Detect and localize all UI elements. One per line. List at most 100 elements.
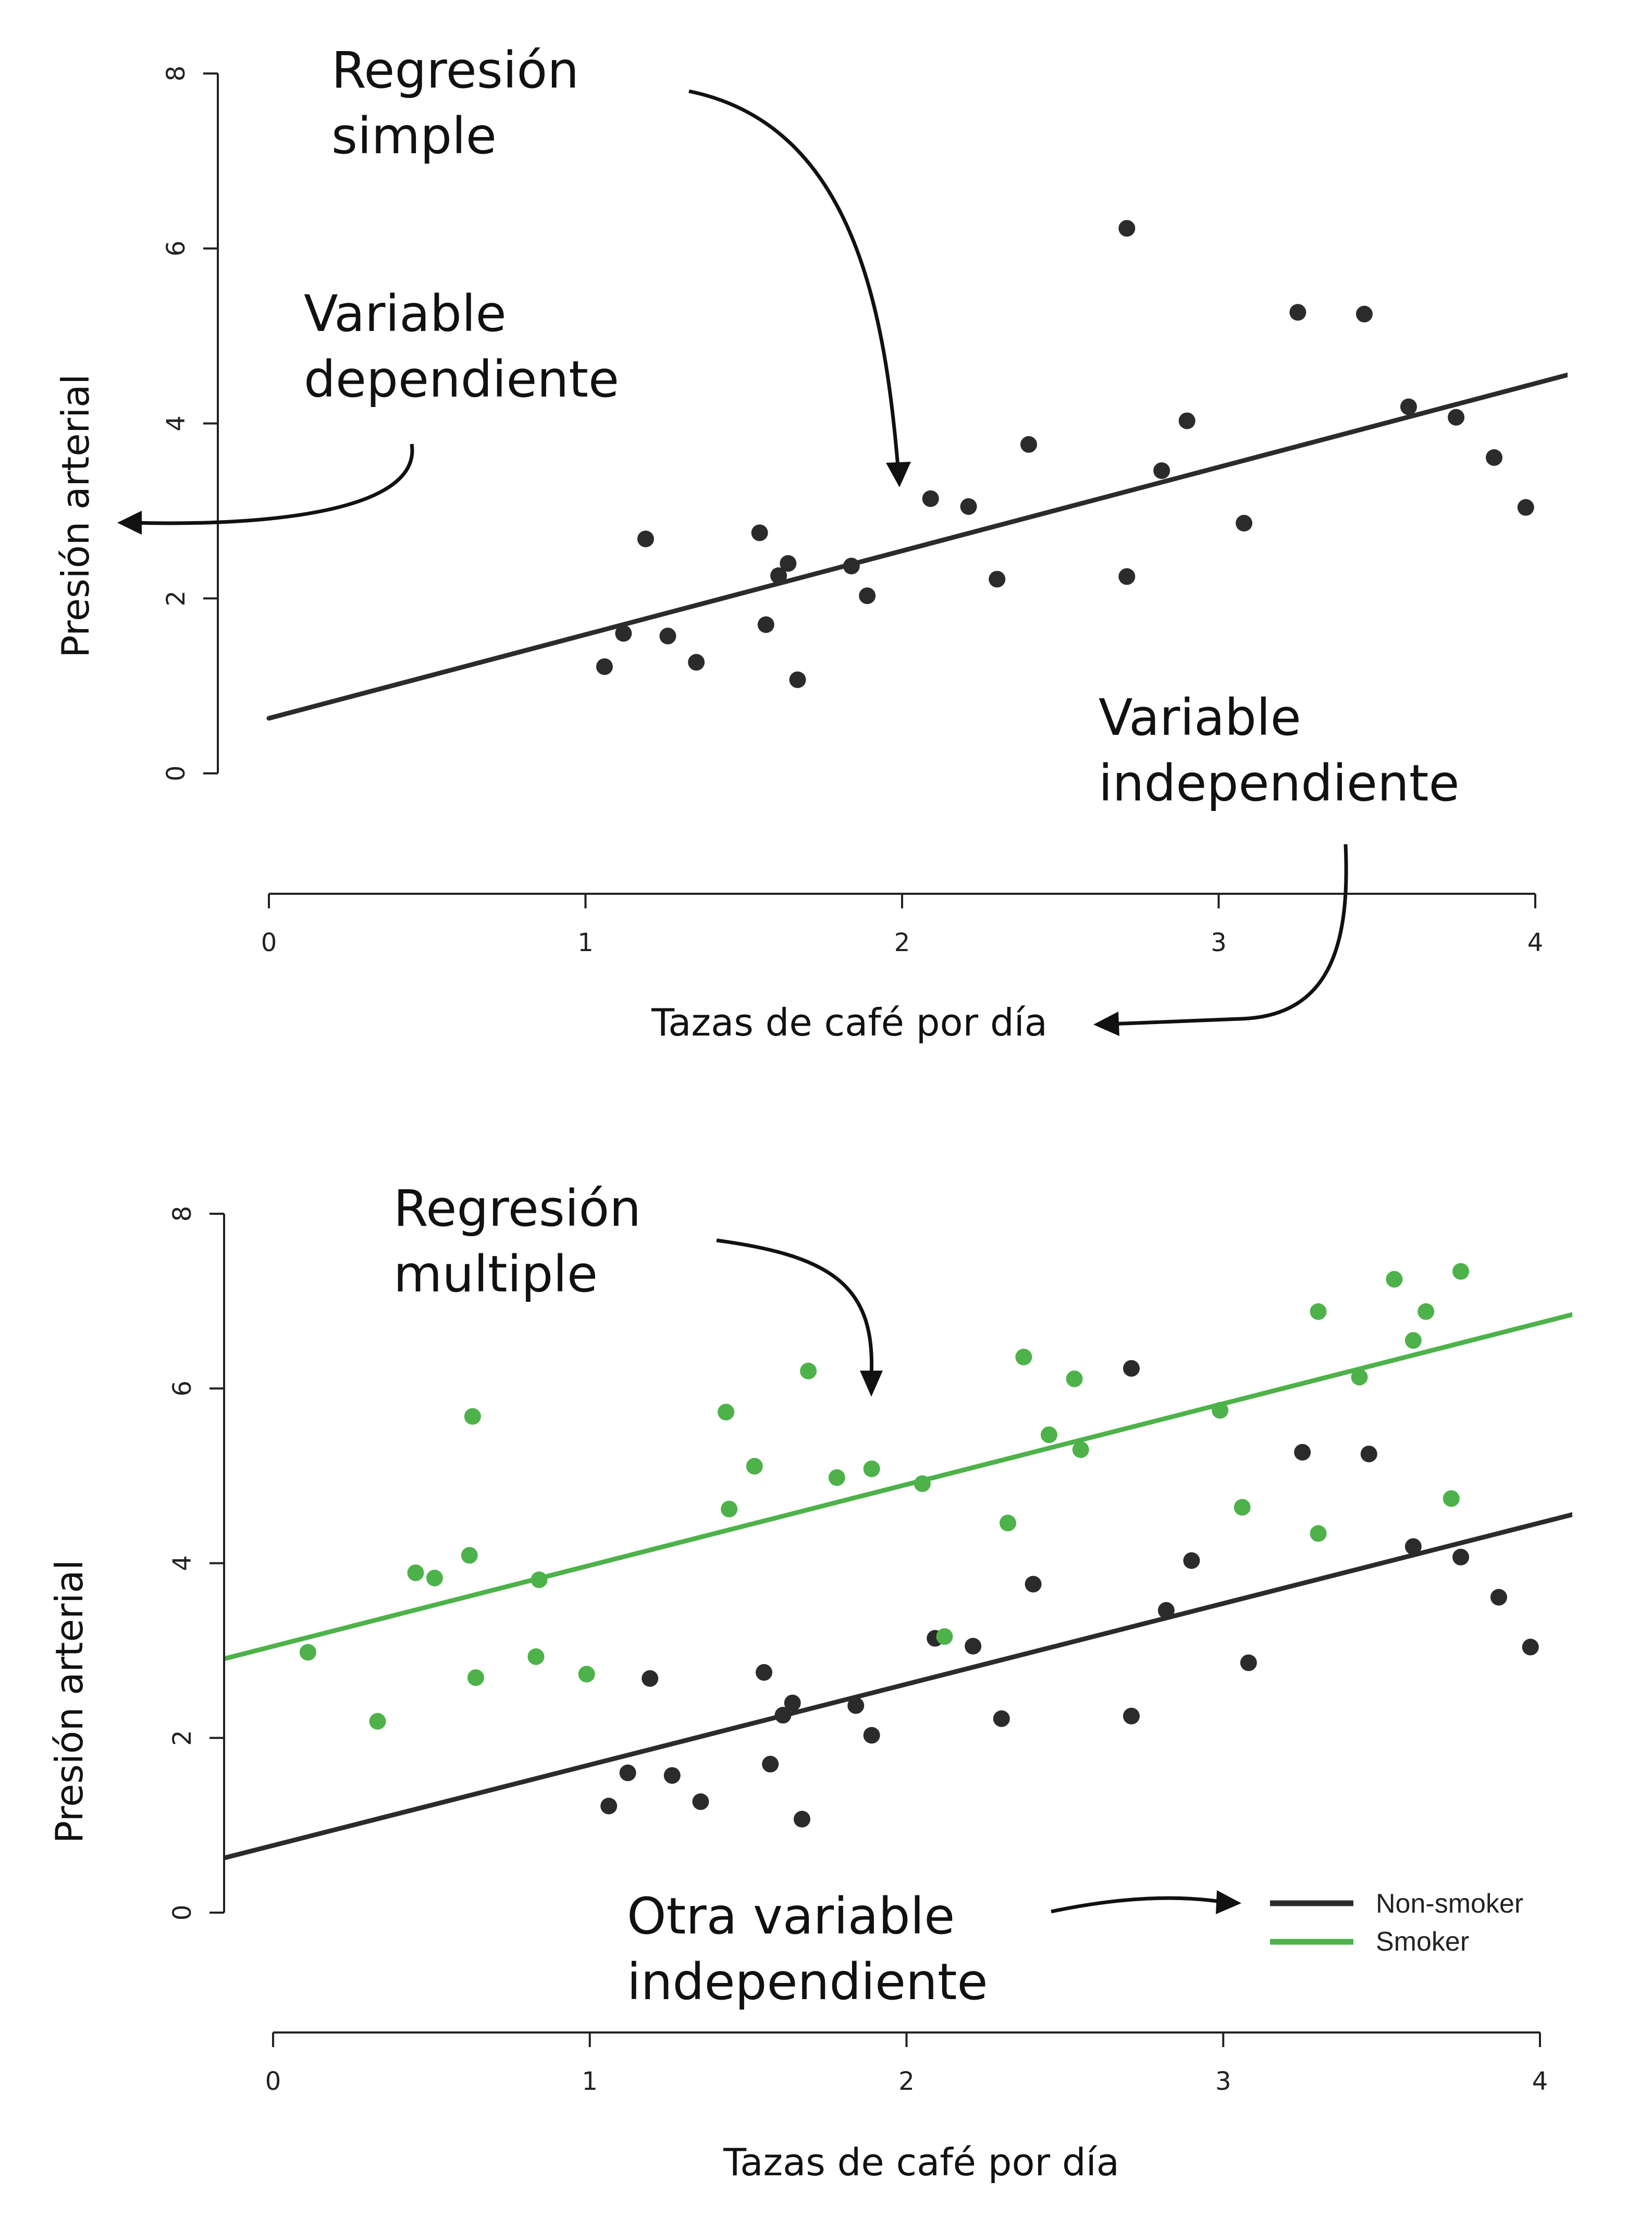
annotation-dependent-variable-line2: dependiente xyxy=(304,350,619,409)
simple-regression-point-series-0 xyxy=(1517,499,1534,516)
multiple-regression-point-non-smoker xyxy=(993,1710,1010,1727)
simple-regression-point-series-0 xyxy=(789,671,806,688)
multiple-regression-point-smoker xyxy=(718,1403,735,1421)
arrow-to-fit-line xyxy=(688,89,901,480)
annotation-multiple-regression: Regresión multiple xyxy=(393,1179,657,1303)
simple-regression-point-series-0 xyxy=(1178,412,1195,429)
multiple-regression-point-smoker xyxy=(1310,1525,1327,1542)
multiple-regression-x-tick-label: 2 xyxy=(898,2067,915,2096)
annotation-other-independent-variable-line2: independiente xyxy=(627,1953,988,2011)
multiple-regression-point-non-smoker xyxy=(793,1810,810,1828)
multiple-regression-point-non-smoker xyxy=(1123,1707,1140,1724)
simple-regression-point-series-0 xyxy=(780,555,797,572)
simple-regression-y-tick-label: 0 xyxy=(162,766,191,782)
multiple-regression-point-smoker xyxy=(800,1362,817,1379)
simple-regression-axes: 0 2 4 6 8 0 1 2 3 4 xyxy=(162,66,1543,957)
multiple-regression-point-non-smoker xyxy=(774,1707,792,1724)
multiple-regression-point-non-smoker xyxy=(1490,1588,1507,1606)
simple-regression-y-tick-label: 6 xyxy=(162,240,191,256)
simple-regression-y-tick-label: 4 xyxy=(162,415,191,432)
simple-regression-x-axis-title: Tazas de café por día xyxy=(651,1001,1047,1044)
simple-regression-point-series-0 xyxy=(1355,305,1373,323)
multiple-regression-point-non-smoker xyxy=(1025,1575,1042,1593)
annotation-multiple-regression-line1: Regresión xyxy=(393,1179,641,1238)
annotation-other-independent-variable-line1: Otra variable xyxy=(627,1887,955,1945)
multiple-regression-x-axis-title: Tazas de café por día xyxy=(723,2140,1119,2184)
multiple-regression-point-smoker xyxy=(914,1475,931,1492)
multiple-regression-point-smoker xyxy=(527,1648,545,1665)
multiple-regression-point-smoker xyxy=(1072,1441,1089,1458)
multiple-regression-x-tick-label: 1 xyxy=(582,2067,598,2096)
legend-label-smoker: Smoker xyxy=(1376,1927,1469,1957)
multiple-regression-points xyxy=(299,1263,1539,1828)
simple-regression-points xyxy=(596,220,1534,688)
multiple-regression-point-non-smoker xyxy=(1522,1638,1539,1656)
simple-regression-fit-line-layer xyxy=(266,372,1568,721)
multiple-regression-point-smoker xyxy=(531,1571,548,1588)
multiple-regression-point-smoker xyxy=(1212,1402,1229,1419)
simple-regression-point-series-0 xyxy=(615,625,632,642)
arrow-to-x-axis xyxy=(1109,844,1348,1026)
multiple-regression-point-non-smoker xyxy=(1157,1602,1175,1619)
multiple-regression-point-non-smoker xyxy=(1183,1552,1200,1569)
multiple-regression-axes: 0 2 4 6 8 0 1 2 3 4 xyxy=(168,1206,1548,2096)
annotation-independent-variable-line2: independiente xyxy=(1099,754,1460,812)
simple-regression-chart: 0 2 4 6 8 0 1 2 3 4 Tazas de café por día Presión… xyxy=(54,41,1568,1044)
simple-regression-y-axis-title: Presión arterial xyxy=(54,374,97,658)
multiple-regression-point-non-smoker xyxy=(1294,1444,1311,1461)
multiple-regression-point-non-smoker xyxy=(1123,1360,1140,1377)
arrow-to-legend-head xyxy=(1216,1890,1241,1914)
annotation-independent-variable: Variable independiente xyxy=(1099,688,1460,812)
annotation-simple-regression: Regresión simple xyxy=(331,41,595,165)
multiple-regression-fit-lines xyxy=(225,1312,1572,1860)
simple-regression-point-series-0 xyxy=(596,658,613,675)
simple-regression-y-tick-label: 8 xyxy=(162,66,191,82)
multiple-regression-point-non-smoker xyxy=(847,1697,865,1714)
multiple-regression-point-smoker xyxy=(1452,1263,1470,1280)
multiple-regression-point-smoker xyxy=(407,1564,424,1581)
multiple-regression-fit-line-non-smoker xyxy=(225,1512,1572,1860)
arrow-to-x-axis-head xyxy=(1093,1012,1119,1036)
simple-regression-point-series-0 xyxy=(1486,449,1503,466)
multiple-regression-point-non-smoker xyxy=(692,1793,709,1810)
multiple-regression-y-tick-label: 4 xyxy=(168,1555,197,1571)
simple-regression-x-tick-label: 1 xyxy=(577,928,594,957)
multiple-regression-point-smoker xyxy=(863,1460,880,1477)
multiple-regression-point-non-smoker xyxy=(1240,1654,1257,1671)
multiple-regression-point-smoker xyxy=(1386,1271,1403,1288)
multiple-regression-point-smoker xyxy=(1351,1369,1368,1386)
simple-regression-x-tick-label: 2 xyxy=(894,928,910,957)
simple-regression-point-series-0 xyxy=(1020,436,1037,453)
simple-regression-point-series-0 xyxy=(751,524,768,541)
legend-label-non-smoker: Non-smoker xyxy=(1376,1889,1523,1919)
simple-regression-point-series-0 xyxy=(1448,409,1465,426)
arrow-to-y-axis xyxy=(132,443,414,525)
multiple-regression-x-tick-label: 0 xyxy=(265,2067,281,2096)
simple-regression-point-series-0 xyxy=(843,558,860,575)
arrow-to-smoker-line xyxy=(716,1238,874,1376)
simple-regression-point-series-0 xyxy=(1118,568,1136,585)
simple-regression-point-series-0 xyxy=(637,531,654,548)
multiple-regression-point-smoker xyxy=(1404,1332,1422,1349)
multiple-regression-chart: 0 2 4 6 8 0 1 2 3 4 Tazas de café por día Presión… xyxy=(47,1179,1572,2184)
simple-regression-point-series-0 xyxy=(1153,462,1170,479)
multiple-regression-point-smoker xyxy=(828,1469,845,1486)
multiple-regression-point-smoker xyxy=(369,1712,386,1730)
multiple-regression-x-tick-label: 3 xyxy=(1215,2067,1231,2096)
simple-regression-point-series-0 xyxy=(688,654,705,671)
multiple-regression-point-smoker xyxy=(1310,1303,1327,1320)
simple-regression-x-tick-label: 0 xyxy=(261,928,277,957)
simple-regression-x-tick-label: 4 xyxy=(1527,928,1544,957)
multiple-regression-point-smoker xyxy=(1417,1303,1435,1320)
multiple-regression-y-tick-label: 8 xyxy=(168,1206,197,1222)
multiple-regression-point-smoker xyxy=(1066,1370,1083,1387)
multiple-regression-point-non-smoker xyxy=(600,1797,618,1815)
multiple-regression-point-non-smoker xyxy=(1452,1548,1470,1566)
multiple-regression-point-smoker xyxy=(1040,1426,1057,1444)
simple-regression-point-series-0 xyxy=(960,498,977,515)
simple-regression-point-series-0 xyxy=(659,627,676,645)
arrow-to-y-axis-head xyxy=(117,511,142,535)
legend: Non-smoker Smoker xyxy=(1270,1889,1523,1957)
